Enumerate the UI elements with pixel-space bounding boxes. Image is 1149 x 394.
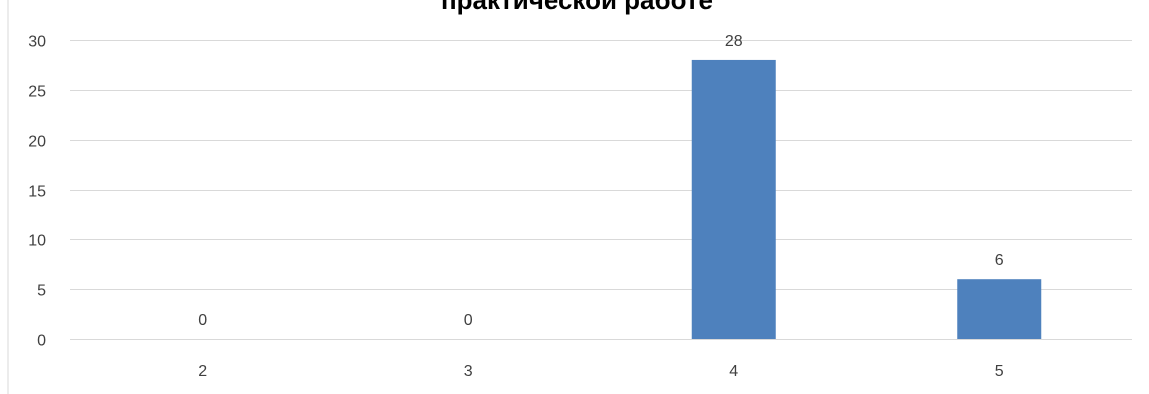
x-tick-label-5: 5 — [995, 363, 1004, 380]
y-axis-tick-labels: 0 5 10 15 20 25 30 — [28, 34, 46, 350]
x-axis-tick-labels: 2 3 4 5 — [198, 363, 1004, 380]
bars — [691, 59, 1042, 339]
y-tick-label: 10 — [28, 233, 46, 250]
x-tick-label-3: 3 — [464, 363, 473, 380]
chart-title: практической работе — [441, 0, 713, 15]
data-labels: 0 0 28 6 — [198, 33, 1004, 329]
data-label-2: 0 — [198, 312, 207, 329]
gridlines — [70, 40, 1132, 340]
x-tick-label-2: 2 — [198, 363, 207, 380]
y-tick-label: 30 — [28, 34, 46, 51]
data-label-4: 28 — [725, 33, 743, 50]
bar-4 — [691, 59, 776, 339]
bar-5 — [957, 279, 1042, 339]
y-tick-label: 25 — [28, 84, 46, 101]
y-tick-label: 15 — [28, 184, 46, 201]
y-tick-label: 20 — [28, 134, 46, 151]
y-tick-label: 0 — [37, 333, 46, 350]
data-label-5: 6 — [995, 252, 1004, 269]
data-label-3: 0 — [464, 312, 473, 329]
y-tick-label: 5 — [37, 283, 46, 300]
x-tick-label-4: 4 — [729, 363, 738, 380]
